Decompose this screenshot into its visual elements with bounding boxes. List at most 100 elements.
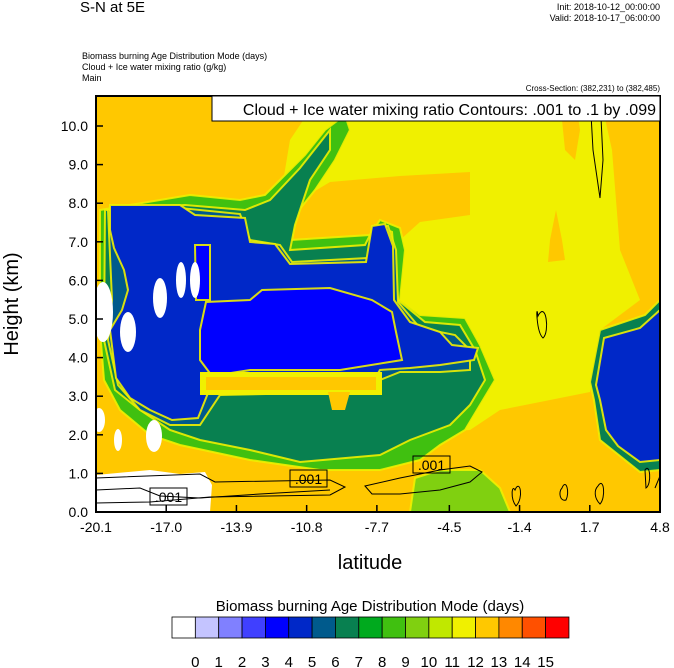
colorbar-label: 6 (331, 654, 339, 668)
colorbar-box (311, 616, 336, 639)
y-tick-label: 0.0 (69, 504, 89, 520)
x-tick-label: -17.0 (150, 519, 182, 535)
contour-label-box (289, 469, 328, 488)
x-tick-label: -20.1 (80, 519, 112, 535)
colorbar-label: 1 (215, 654, 223, 668)
valid-time: Valid: 2018-10-17_06:00:00 (549, 13, 660, 23)
colorbar-label: 11 (444, 654, 460, 668)
contour-line (644, 467, 651, 489)
contour-line (364, 465, 483, 495)
init-time: Init: 2018-10-12_00:00:00 (556, 2, 660, 12)
contour-fill-level-0 (146, 420, 162, 452)
y-tick-label: 9.0 (69, 157, 89, 173)
axis-ticks: -20.1 -17.0 -13.9 -10.8 -7.7 -4.5 -1.4 1.7 4.8 0.… (61, 118, 670, 535)
colorbar: 0 1 2 3 4 5 6 7 8 9 10 11 12 13 14 15 (171, 616, 570, 668)
contour-line (96, 473, 347, 504)
y-tick-label: 7.0 (69, 234, 89, 250)
contour-field (96, 96, 660, 512)
colorbar-label: 9 (401, 654, 409, 668)
contour-fill-level-0 (96, 408, 105, 432)
contour-fill-level-0 (96, 282, 113, 342)
contour-line (589, 96, 604, 199)
x-tick-label: 1.7 (580, 519, 600, 535)
contour-fill-level-0 (114, 429, 122, 451)
colorbar-box (475, 616, 500, 639)
colorbar-label: 13 (491, 654, 508, 668)
colorbar-label: 3 (261, 654, 269, 668)
field-line-1: Biomass burning Age Distribution Mode (d… (82, 51, 268, 61)
contour-fill-level-0 (176, 262, 186, 298)
contour-info-box: Cloud + Ice water mixing ratio Contours:… (211, 95, 661, 122)
field-line-2: Cloud + Ice water mixing ratio (g/kg) (82, 62, 227, 72)
contour-line (594, 483, 605, 505)
contour-fill-level-11 (548, 210, 565, 262)
contour-label: .001 (155, 489, 182, 505)
colorbar-label: 0 (191, 654, 199, 668)
colorbar-box (218, 616, 243, 639)
colorbar-box (545, 616, 570, 639)
colorbar-label: 15 (537, 654, 554, 668)
contour-fill-level-11 (280, 96, 640, 432)
colorbar-label: 4 (285, 654, 293, 668)
colorbar-box (428, 616, 453, 639)
contour-line (536, 311, 548, 339)
colorbar-box (264, 616, 290, 639)
colorbar-box (194, 616, 220, 639)
contour-label-box (149, 487, 188, 506)
colorbar-label: 12 (467, 654, 484, 668)
field-line-3: Main (82, 73, 102, 83)
colorbar-box (335, 616, 360, 639)
contour-fill-level-10 (408, 469, 512, 512)
colorbar-box (381, 616, 406, 639)
x-tick-label: -4.5 (437, 519, 461, 535)
colorbar-box (405, 616, 430, 639)
colorbar-box (358, 616, 383, 639)
contour-fill-level-0 (96, 470, 212, 512)
contour-line (559, 484, 569, 501)
colorbar-label: 2 (238, 654, 246, 668)
y-tick-label: 5.0 (69, 311, 89, 327)
y-tick-label: 8.0 (69, 195, 89, 211)
contour-fill-level-13 (206, 377, 376, 390)
y-tick-label: 3.0 (69, 388, 89, 404)
y-axis-label: Height (km) (1, 252, 23, 355)
colorbar-label: 10 (421, 654, 438, 668)
y-tick-label: 2.0 (69, 427, 89, 443)
y-tick-label: 1.0 (69, 465, 89, 481)
contour-line (511, 485, 522, 507)
contour-label-box (412, 455, 451, 474)
x-tick-label: -13.9 (220, 519, 252, 535)
colorbar-box (498, 616, 523, 639)
contour-label: .001 (295, 471, 322, 487)
y-tick-label: 10.0 (61, 118, 88, 134)
colorbar-label: 5 (308, 654, 316, 668)
contour-info-text: Cloud + Ice water mixing ratio Contours:… (243, 102, 656, 119)
colorbar-box (241, 616, 266, 639)
colorbar-box (451, 616, 476, 639)
x-tick-label: 4.8 (650, 519, 670, 535)
contour-fill-level-13 (328, 392, 350, 410)
colorbar-label: 14 (514, 654, 531, 668)
contour-fill-level-0 (153, 278, 167, 318)
colorbar-label: 8 (378, 654, 386, 668)
x-tick-label: -1.4 (508, 519, 532, 535)
contour-line-labels: .001 .001 .001 (149, 455, 451, 506)
colorbar-box (288, 616, 313, 639)
y-tick-label: 6.0 (69, 272, 89, 288)
contour-label: .001 (418, 457, 445, 473)
x-tick-label: -7.7 (365, 519, 389, 535)
colorbar-label: 7 (355, 654, 363, 668)
contour-fill-level-5 (594, 308, 660, 464)
colorbar-box (521, 616, 547, 639)
contour-line (96, 487, 331, 499)
contour-lines (96, 96, 660, 507)
colorbar-title: Biomass burning Age Distribution Mode (d… (216, 598, 524, 615)
x-tick-label: -10.8 (291, 519, 323, 535)
contour-fill-level-0 (190, 262, 200, 298)
contour-fill-level-0 (120, 312, 136, 352)
contour-fill-level-4 (199, 286, 404, 378)
x-axis-label: latitude (338, 552, 403, 574)
colorbar-box (171, 616, 196, 639)
cross-section-label: Cross-Section: (382,231) to (382,485) (525, 84, 660, 93)
